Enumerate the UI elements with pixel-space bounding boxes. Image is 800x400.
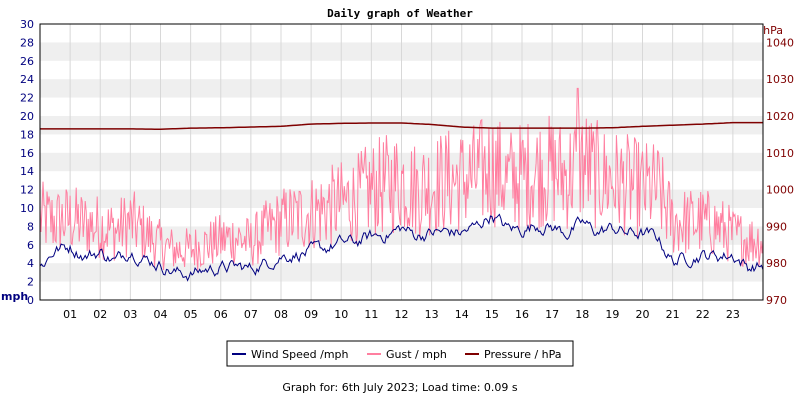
x-tick-label: 03 — [123, 308, 137, 321]
right-tick-label: 980 — [766, 257, 787, 270]
x-tick-label: 19 — [605, 308, 619, 321]
left-tick-label: 8 — [27, 220, 34, 233]
left-tick-label: 30 — [20, 18, 34, 31]
left-tick-label: 12 — [20, 184, 34, 197]
x-tick-label: 04 — [154, 308, 168, 321]
left-axis-unit: mph — [1, 290, 28, 303]
legend-label-pressure: Pressure / hPa — [484, 348, 562, 361]
x-tick-label: 20 — [636, 308, 650, 321]
legend-box — [226, 340, 574, 367]
legend-label-wind-speed: Wind Speed /mph — [251, 348, 349, 361]
x-tick-label: 18 — [575, 308, 589, 321]
left-tick-label: 24 — [20, 73, 34, 86]
x-tick-label: 15 — [485, 308, 499, 321]
footer-status: Graph for: 6th July 2023; Load time: 0.0… — [282, 381, 518, 394]
x-tick-label: 14 — [455, 308, 469, 321]
right-tick-label: 1040 — [766, 36, 794, 49]
legend-label-gust: Gust / mph — [386, 348, 447, 361]
left-tick-label: 6 — [27, 239, 34, 252]
x-tick-label: 10 — [334, 308, 348, 321]
right-axis-unit: hPa — [763, 24, 783, 37]
left-tick-label: 22 — [20, 92, 34, 105]
left-tick-label: 10 — [20, 202, 34, 215]
x-tick-label: 08 — [274, 308, 288, 321]
left-tick-label: 4 — [27, 257, 34, 270]
vertical-grid — [69, 24, 734, 300]
left-tick-label: 14 — [20, 165, 34, 178]
series-wind-speed — [39, 213, 764, 282]
left-tick-label: 2 — [27, 276, 34, 289]
x-tick-label: 13 — [425, 308, 439, 321]
right-tick-label: 1030 — [766, 73, 794, 86]
plot-frame — [39, 23, 764, 301]
x-tick-label: 05 — [184, 308, 198, 321]
left-tick-label: 18 — [20, 128, 34, 141]
x-tick-label: 22 — [696, 308, 710, 321]
x-tick-label: 06 — [214, 308, 228, 321]
legend: Wind Speed /mph Gust / mph Pressure / hP… — [226, 340, 574, 367]
plot-area — [39, 87, 764, 282]
x-tick-label: 21 — [666, 308, 680, 321]
x-tick-label: 16 — [515, 308, 529, 321]
left-tick-label: 0 — [27, 294, 34, 307]
x-tick-label: 23 — [726, 308, 740, 321]
right-axis-ticks: 970 980 990 1000 1010 1020 1030 1040 — [766, 36, 794, 307]
chart-title: Daily graph of Weather — [327, 7, 473, 20]
x-axis-ticks: 01 02 03 04 05 06 07 08 09 10 11 12 13 14 15 16 17 18 19 20… — [63, 308, 740, 321]
right-tick-label: 970 — [766, 294, 787, 307]
x-tick-label: 09 — [304, 308, 318, 321]
right-tick-label: 1000 — [766, 184, 794, 197]
left-tick-label: 28 — [20, 36, 34, 49]
left-tick-label: 16 — [20, 147, 34, 160]
series-gust — [39, 87, 764, 271]
right-tick-label: 1010 — [766, 147, 794, 160]
series-pressure — [40, 121, 763, 130]
left-tick-label: 20 — [20, 110, 34, 123]
x-tick-label: 01 — [63, 308, 77, 321]
x-tick-label: 02 — [93, 308, 107, 321]
x-tick-label: 12 — [395, 308, 409, 321]
right-tick-label: 990 — [766, 220, 787, 233]
x-tick-label: 07 — [244, 308, 258, 321]
x-tick-label: 17 — [545, 308, 559, 321]
left-tick-label: 26 — [20, 55, 34, 68]
x-tick-label: 11 — [364, 308, 378, 321]
right-tick-label: 1020 — [766, 110, 794, 123]
